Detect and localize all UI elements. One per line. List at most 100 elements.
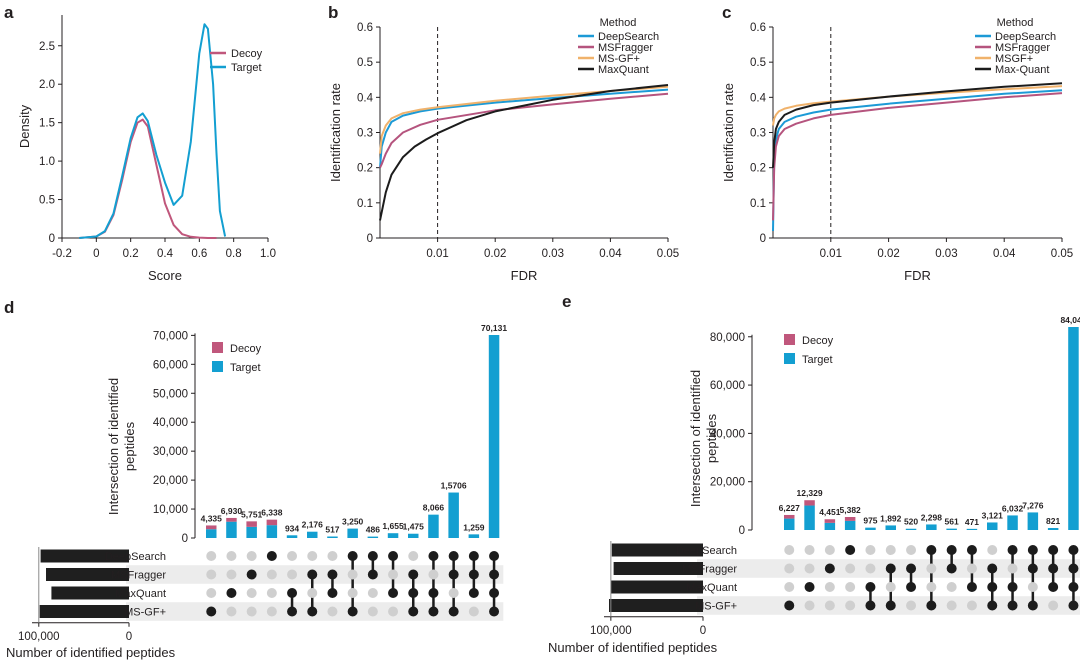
matrix-dot-on (1027, 600, 1038, 611)
matrix-dot-on (1068, 545, 1079, 555)
matrix-dot-on (468, 569, 479, 580)
matrix-dot-on (489, 569, 500, 580)
matrix-dot-on (885, 600, 896, 611)
y-tick-label: 0.3 (357, 128, 373, 140)
set-size-tick-label: 0 (700, 625, 706, 637)
bar-target (966, 528, 978, 530)
x-tick-label: 0.4 (157, 248, 174, 260)
x-axis-label: Score (148, 268, 182, 283)
matrix-dot-off (246, 588, 257, 598)
matrix-dot-off (946, 600, 957, 611)
series-line-target (79, 23, 227, 239)
matrix-dot-on (1027, 563, 1038, 574)
matrix-dot-on (266, 551, 277, 561)
bar-value-label: 975 (863, 516, 877, 526)
y-tick-label: 2.5 (39, 41, 55, 53)
legend-label: Decoy (230, 343, 262, 355)
matrix-dot-off (367, 588, 378, 598)
matrix-dot-off (885, 582, 896, 592)
matrix-dot-on (966, 582, 977, 592)
bar-decoy (266, 519, 278, 526)
legend-label: Target (231, 62, 262, 74)
y-tick-label: 60,000 (710, 380, 745, 392)
matrix-dot-on (1068, 563, 1079, 574)
bar-decoy (226, 517, 237, 522)
matrix-dot-off (784, 582, 795, 592)
matrix-dot-on (347, 551, 358, 561)
matrix-dot-on (865, 582, 876, 592)
matrix-dot-off (388, 569, 399, 580)
bar-value-label: 471 (965, 517, 979, 527)
bar-target (327, 536, 338, 538)
bar-value-label: 1,5706 (441, 481, 467, 491)
matrix-dot-on (367, 569, 378, 580)
x-tick-label: 0.03 (935, 248, 957, 260)
matrix-dot-off (845, 563, 856, 574)
bar-target (784, 518, 795, 530)
matrix-dot-off (226, 606, 237, 617)
bar-target (428, 514, 439, 538)
bar-decoy (206, 525, 217, 530)
bar-decoy (844, 517, 856, 521)
legend-label: MS-GF+ (598, 53, 640, 65)
bar-value-label: 5,751 (241, 509, 263, 519)
y-tick-label: 10,000 (153, 504, 188, 516)
y-axis-label: Density (17, 104, 32, 148)
y-tick-label: 40,000 (710, 428, 745, 440)
set-size-bar (610, 580, 703, 594)
x-axis-label: FDR (904, 268, 931, 283)
chart-a: 0 0.5 1.0 1.5 2.0 2.5 -0.2 0 0.2 0.4 0.6 0.8 1.0 Scor… (17, 15, 276, 283)
x-tick-label: 0.6 (191, 248, 207, 260)
y-tick-label: 0.6 (750, 22, 766, 34)
matrix-dot-on (367, 551, 378, 561)
x-tick-label: 0.8 (226, 248, 242, 260)
matrix-dot-on (1007, 582, 1018, 592)
series-line-msfragger (379, 92, 669, 169)
y-axis-label-line2: peptides (704, 413, 719, 463)
legend-label: Target (802, 354, 833, 366)
x-axis-label: FDR (511, 268, 538, 283)
matrix-dot-on (428, 606, 439, 617)
chart-e: 0 20,000 40,000 60,000 80,000 Intersection of… (548, 315, 1080, 655)
y-tick-label: 70,000 (153, 330, 188, 342)
matrix-dot-off (1007, 563, 1018, 574)
matrix-dot-off (287, 551, 298, 561)
matrix-dot-off (246, 551, 257, 561)
matrix-dot-off (946, 582, 957, 592)
set-size-bar (51, 586, 129, 600)
matrix-dot-off (367, 606, 378, 617)
bar-target (905, 528, 917, 530)
bar-target (307, 531, 318, 538)
matrix-dot-on (347, 606, 358, 617)
matrix-dot-on (327, 569, 338, 580)
matrix-dot-on (489, 606, 500, 617)
y-tick-label: 0 (49, 233, 55, 245)
bar-value-label: 2,298 (921, 512, 943, 522)
bar-target (468, 534, 480, 538)
matrix-dot-off (845, 582, 856, 592)
bar-value-label: 3,250 (342, 517, 364, 527)
y-tick-label: 0.5 (39, 195, 55, 207)
set-size-bar (613, 562, 703, 575)
set-size-tick-label: 100,000 (18, 631, 60, 643)
matrix-dot-on (327, 588, 338, 598)
legend-label: DeepSearch (995, 31, 1056, 43)
matrix-dot-on (408, 606, 419, 617)
bar-target (865, 527, 876, 530)
y-tick-label: 0.5 (357, 57, 373, 69)
bar-target (804, 505, 815, 530)
set-size-axis-label: Number of identified peptides (548, 640, 718, 655)
matrix-dot-on (1068, 582, 1079, 592)
matrix-dot-off (226, 569, 237, 580)
set-label: MSFragger (111, 570, 166, 582)
y-tick-label: 80,000 (710, 332, 745, 344)
bar-target (266, 525, 278, 538)
panel-label-a: a (4, 3, 14, 22)
bar-value-label: 70,131 (481, 323, 507, 333)
bar-target (926, 524, 937, 530)
bar-target (885, 525, 896, 530)
bar-value-label: 486 (366, 525, 380, 535)
matrix-dot-off (428, 569, 439, 580)
matrix-dot-on (448, 606, 459, 617)
